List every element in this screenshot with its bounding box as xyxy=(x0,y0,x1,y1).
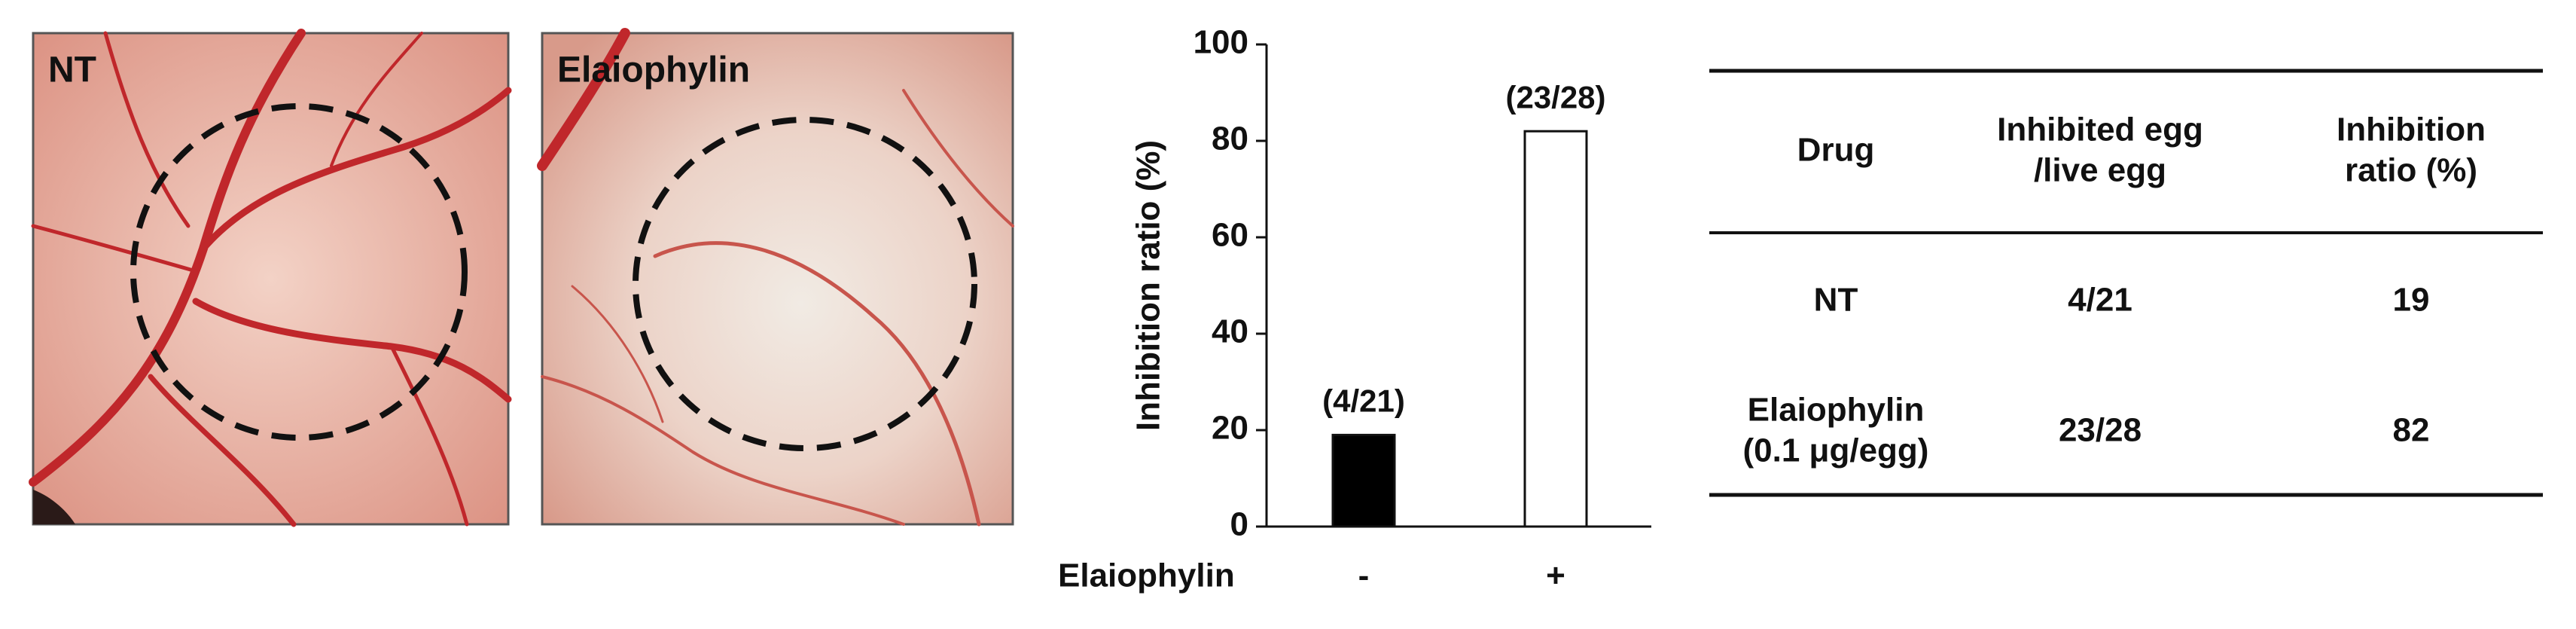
y-tick-label: 40 xyxy=(1212,313,1248,350)
bar xyxy=(1523,130,1588,528)
table-cell: Inhibition xyxy=(2337,111,2486,148)
table-cell: Drug xyxy=(1797,132,1875,169)
table-cell: Inhibited egg xyxy=(1997,111,2203,148)
table-cell: NT xyxy=(1814,282,1858,319)
table-cell: 4/21 xyxy=(2068,282,2132,319)
panel-label: Elaiophylin xyxy=(557,50,750,90)
table-cell: Elaiophylin xyxy=(1748,392,1925,429)
value-label: (23/28) xyxy=(1505,79,1605,115)
table-cell: 23/28 xyxy=(2059,412,2142,449)
photo-nt xyxy=(29,29,512,527)
table-cell: 82 xyxy=(2393,412,2430,449)
value-label: (4/21) xyxy=(1322,383,1405,418)
table-cell: (0.1 μg/egg) xyxy=(1743,432,1929,469)
y-tick-label: 60 xyxy=(1212,217,1248,254)
y-tick-label: 100 xyxy=(1193,24,1248,61)
table-cell: 19 xyxy=(2393,282,2430,319)
photo-elaiophylin xyxy=(537,28,1014,527)
x-tick-label: - xyxy=(1358,557,1370,594)
y-tick-label: 0 xyxy=(1230,506,1248,543)
x-axis-label: Elaiophylin xyxy=(1058,557,1235,594)
y-axis-label: Inhibition ratio (%) xyxy=(1130,140,1167,431)
bar xyxy=(1331,433,1396,528)
y-tick-label: 80 xyxy=(1212,121,1248,157)
table-cell: /live egg xyxy=(2034,152,2166,189)
x-tick-label: + xyxy=(1546,557,1565,594)
panel-label: NT xyxy=(48,50,96,90)
y-tick-label: 20 xyxy=(1212,410,1248,447)
table-cell: ratio (%) xyxy=(2345,152,2477,189)
